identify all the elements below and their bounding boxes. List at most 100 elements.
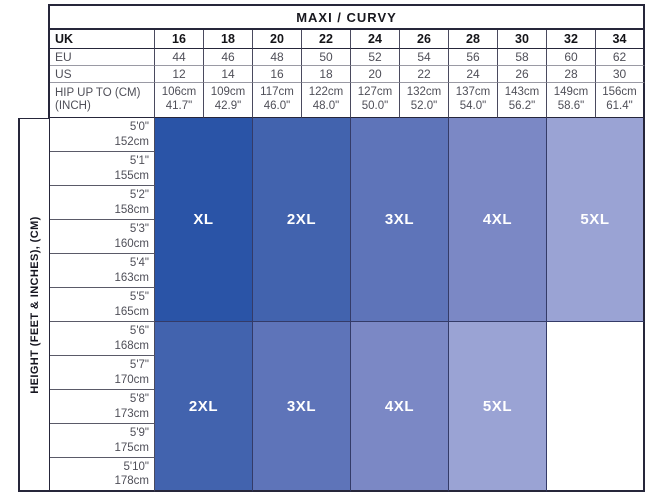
hip-inch: 56.2" — [508, 100, 536, 112]
block-bottom-2xl: 2XL — [155, 322, 253, 492]
height-cm: 170cm — [114, 373, 149, 386]
height-ft: 5'9" — [129, 427, 149, 440]
height-cm: 152cm — [114, 135, 149, 148]
height-cell: 5'7" 170cm — [50, 356, 155, 390]
height-cm: 163cm — [114, 271, 149, 284]
eu-size-cell: 54 — [400, 49, 449, 66]
eu-size-cell: 50 — [302, 49, 351, 66]
hip-cm: 106cm — [161, 86, 197, 99]
hip-cell: 137cm 54.0" — [449, 83, 498, 118]
height-cell: 5'3" 160cm — [50, 220, 155, 254]
height-ft: 5'4" — [129, 257, 149, 270]
hip-cm: 117cm — [260, 86, 294, 99]
block-top-3xl: 3XL — [351, 118, 449, 322]
eu-size-cell: 56 — [449, 49, 498, 66]
uk-size-cell: 24 — [351, 30, 400, 49]
spacer-cell — [18, 4, 50, 30]
hip-cell: 122cm 48.0" — [302, 83, 351, 118]
uk-size-cell: 20 — [253, 30, 302, 49]
height-cell: 5'2" 158cm — [50, 186, 155, 220]
uk-size-cell: 18 — [204, 30, 253, 49]
hip-inch: 48.0" — [312, 100, 340, 112]
hip-inch: 42.9" — [214, 100, 242, 112]
block-bottom-empty — [547, 322, 645, 492]
hip-cell: 109cm 42.9" — [204, 83, 253, 118]
us-size-cell: 12 — [155, 66, 204, 83]
hip-inch: 61.4" — [606, 100, 633, 112]
block-bottom-4xl: 4XL — [351, 322, 449, 492]
eu-row-label: EU — [50, 49, 155, 66]
hip-cm: 122cm — [308, 86, 344, 99]
block-top-4xl: 4XL — [449, 118, 547, 322]
spacer-cell — [18, 66, 50, 83]
us-size-cell: 22 — [400, 66, 449, 83]
hip-cell: 143cm 56.2" — [498, 83, 547, 118]
hip-cm: 149cm — [553, 86, 589, 99]
height-ft: 5'1" — [129, 155, 149, 168]
spacer-cell — [18, 30, 50, 49]
hip-inch: 58.6" — [557, 100, 585, 112]
height-cell: 5'5" 165cm — [50, 288, 155, 322]
eu-size-cell: 62 — [596, 49, 645, 66]
hip-row-label-line2: (INCH) — [55, 100, 91, 112]
height-cm: 160cm — [114, 237, 149, 250]
us-size-cell: 18 — [302, 66, 351, 83]
hip-row-label-line1: HIP UP TO (CM) — [55, 86, 141, 99]
height-cell: 5'4" 163cm — [50, 254, 155, 288]
hip-cm: 137cm — [455, 86, 491, 99]
block-top-2xl: 2XL — [253, 118, 351, 322]
eu-size-cell: 58 — [498, 49, 547, 66]
height-cm: 155cm — [114, 169, 149, 182]
hip-cell: 132cm 52.0" — [400, 83, 449, 118]
hip-cell: 106cm 41.7" — [155, 83, 204, 118]
height-cell: 5'9" 175cm — [50, 424, 155, 458]
block-bottom-5xl: 5XL — [449, 322, 547, 492]
height-cell: 5'8" 173cm — [50, 390, 155, 424]
uk-size-cell: 26 — [400, 30, 449, 49]
hip-row-label: HIP UP TO (CM) (INCH) — [50, 83, 155, 118]
height-ft: 5'10" — [123, 460, 149, 473]
hip-cm: 109cm — [210, 86, 246, 99]
uk-size-cell: 28 — [449, 30, 498, 49]
us-size-cell: 20 — [351, 66, 400, 83]
height-axis-label: HEIGHT (FEET & INCHES), (CM) — [28, 215, 41, 394]
hip-inch: 46.0" — [263, 100, 291, 112]
hip-cm: 156cm — [602, 86, 637, 99]
uk-size-cell: 32 — [547, 30, 596, 49]
uk-size-cell: 34 — [596, 30, 645, 49]
size-chart-table: MAXI / CURVY UK 16 18 20 22 24 26 28 30 … — [18, 4, 645, 492]
height-cm: 158cm — [114, 203, 149, 216]
height-cm: 173cm — [114, 407, 149, 420]
height-ft: 5'3" — [129, 223, 149, 236]
us-size-cell: 14 — [204, 66, 253, 83]
height-cm: 178cm — [114, 475, 149, 487]
height-axis-label-cell: HEIGHT (FEET & INCHES), (CM) — [18, 118, 50, 492]
hip-cell: 156cm 61.4" — [596, 83, 645, 118]
hip-inch: 50.0" — [361, 100, 389, 112]
us-size-cell: 28 — [547, 66, 596, 83]
height-cell: 5'6" 168cm — [50, 322, 155, 356]
hip-cell: 149cm 58.6" — [547, 83, 596, 118]
us-size-cell: 16 — [253, 66, 302, 83]
us-size-cell: 26 — [498, 66, 547, 83]
block-top-5xl: 5XL — [547, 118, 645, 322]
hip-cm: 143cm — [504, 86, 540, 99]
uk-size-cell: 16 — [155, 30, 204, 49]
hip-cm: 132cm — [406, 86, 442, 99]
eu-size-cell: 44 — [155, 49, 204, 66]
hip-inch: 54.0" — [459, 100, 487, 112]
height-cm: 165cm — [114, 305, 149, 318]
hip-inch: 41.7" — [165, 100, 193, 112]
eu-size-cell: 52 — [351, 49, 400, 66]
height-ft: 5'8" — [129, 393, 149, 406]
height-ft: 5'7" — [129, 359, 149, 372]
block-bottom-3xl: 3XL — [253, 322, 351, 492]
height-cm: 168cm — [114, 339, 149, 352]
hip-inch: 52.0" — [410, 100, 438, 112]
height-cm: 175cm — [114, 441, 149, 454]
height-cell: 5'10" 178cm — [50, 458, 155, 492]
uk-size-cell: 30 — [498, 30, 547, 49]
eu-size-cell: 48 — [253, 49, 302, 66]
spacer-cell — [18, 83, 50, 118]
